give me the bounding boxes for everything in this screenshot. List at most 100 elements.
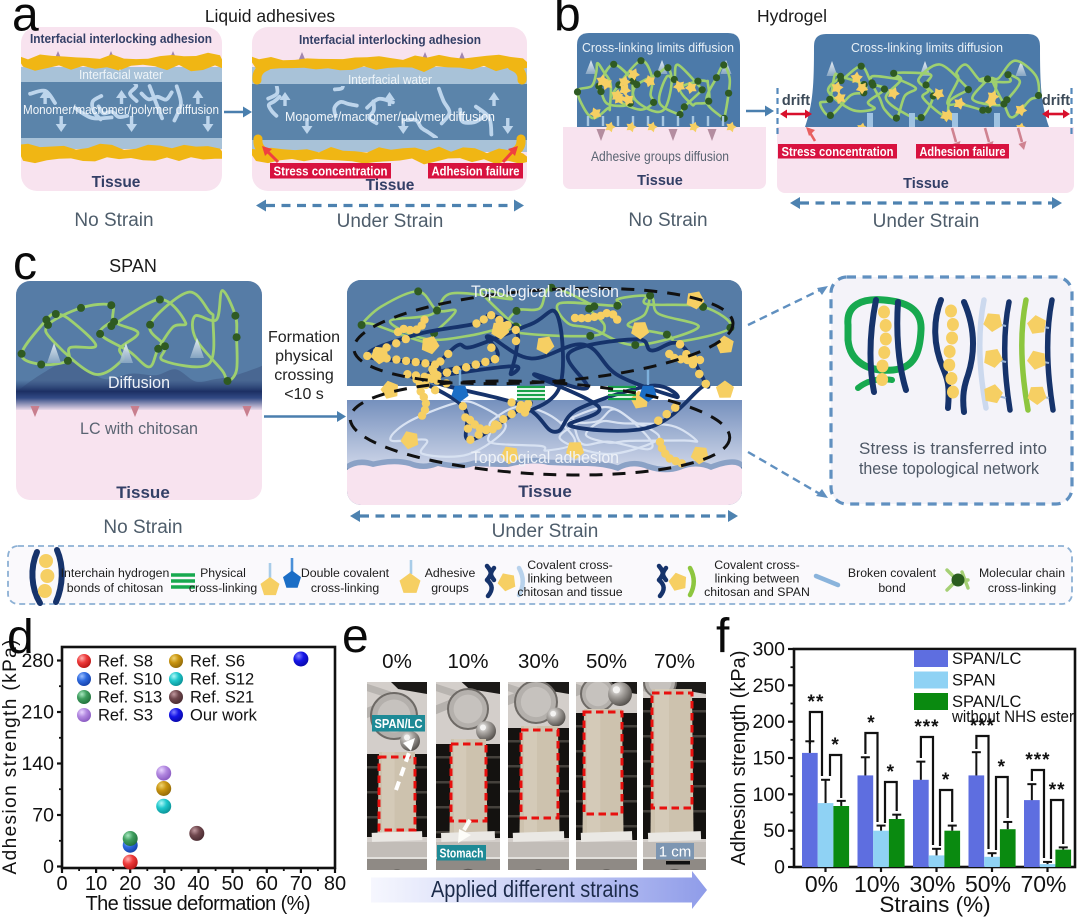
svg-text:0%: 0% bbox=[382, 650, 412, 673]
svg-text:Under Strain: Under Strain bbox=[337, 211, 444, 232]
svg-text:Stress concentration: Stress concentration bbox=[274, 164, 388, 179]
svg-text:Ref. S12: Ref. S12 bbox=[190, 671, 254, 689]
svg-text:10%: 10% bbox=[854, 871, 900, 897]
svg-text:Broken covalent: Broken covalent bbox=[848, 566, 937, 580]
svg-text:Topological adhesion: Topological adhesion bbox=[471, 283, 619, 301]
svg-text:Tissue: Tissue bbox=[116, 483, 170, 502]
svg-text:Covalent cross-: Covalent cross- bbox=[714, 558, 799, 572]
svg-text:Stress is transferred into: Stress is transferred into bbox=[859, 439, 1047, 458]
svg-text:Monomer/macromer/polymer diffu: Monomer/macromer/polymer diffusion bbox=[285, 109, 495, 124]
svg-text:SPAN: SPAN bbox=[109, 256, 157, 276]
svg-text:Cross-linking limits diffusion: Cross-linking limits diffusion bbox=[582, 40, 734, 55]
svg-text:No Strain: No Strain bbox=[628, 210, 707, 231]
svg-text:**: ** bbox=[808, 692, 825, 713]
svg-text:cross-linking: cross-linking bbox=[988, 581, 1056, 595]
svg-text:Interfacial interlocking adhes: Interfacial interlocking adhesion bbox=[299, 32, 481, 47]
svg-text:No Strain: No Strain bbox=[103, 517, 182, 538]
svg-text:*: * bbox=[998, 757, 1006, 778]
svg-text:300: 300 bbox=[752, 639, 785, 661]
svg-text:cross-linking: cross-linking bbox=[311, 581, 379, 595]
svg-text:The tissue deformation (%): The tissue deformation (%) bbox=[86, 893, 311, 915]
svg-text:Topological adhesion: Topological adhesion bbox=[471, 449, 619, 467]
svg-text:f: f bbox=[716, 610, 730, 663]
svg-text:10: 10 bbox=[85, 873, 107, 895]
svg-text:Covalent cross-: Covalent cross- bbox=[527, 558, 612, 572]
svg-text:Tissue: Tissue bbox=[637, 173, 683, 189]
svg-text:Tissue: Tissue bbox=[92, 174, 141, 191]
svg-text:***: *** bbox=[970, 716, 995, 737]
svg-text:chitosan and tissue: chitosan and tissue bbox=[517, 585, 622, 599]
svg-text:0: 0 bbox=[43, 856, 54, 878]
svg-text:Liquid adhesives: Liquid adhesives bbox=[205, 6, 336, 26]
svg-text:Interfacial water: Interfacial water bbox=[348, 72, 433, 87]
svg-text:Diffusion: Diffusion bbox=[108, 374, 170, 392]
svg-text:10%: 10% bbox=[447, 650, 488, 673]
svg-text:drift: drift bbox=[782, 93, 810, 109]
svg-text:250: 250 bbox=[752, 675, 785, 697]
svg-text:0%: 0% bbox=[805, 871, 838, 897]
svg-text:Adhesion failure: Adhesion failure bbox=[432, 164, 520, 179]
svg-text:30%: 30% bbox=[518, 650, 559, 673]
svg-text:No Strain: No Strain bbox=[74, 210, 153, 231]
svg-text:drift: drift bbox=[1042, 93, 1070, 109]
svg-text:Tissue: Tissue bbox=[903, 176, 949, 192]
svg-text:Adhesive: Adhesive bbox=[425, 566, 476, 580]
svg-text:140: 140 bbox=[21, 753, 54, 775]
svg-text:*: * bbox=[942, 770, 950, 791]
svg-text:d: d bbox=[7, 611, 34, 664]
svg-text:Hydrogel: Hydrogel bbox=[757, 6, 827, 26]
svg-text:150: 150 bbox=[752, 748, 785, 770]
svg-text:Ref. S8: Ref. S8 bbox=[98, 653, 153, 671]
svg-text:LC with chitosan: LC with chitosan bbox=[80, 419, 198, 438]
svg-text:b: b bbox=[554, 0, 581, 42]
svg-text:Interfacial interlocking adhes: Interfacial interlocking adhesion bbox=[30, 31, 212, 46]
svg-text:Interfacial water: Interfacial water bbox=[79, 67, 164, 82]
svg-text:physical: physical bbox=[275, 348, 333, 365]
svg-text:80: 80 bbox=[324, 873, 346, 895]
svg-text:100: 100 bbox=[752, 784, 785, 806]
svg-text:Ref. S13: Ref. S13 bbox=[98, 689, 162, 707]
svg-text:a: a bbox=[12, 0, 39, 42]
svg-text:**: ** bbox=[1049, 780, 1066, 801]
svg-text:bond: bond bbox=[878, 581, 906, 595]
svg-text:Under Strain: Under Strain bbox=[492, 521, 599, 542]
svg-text:bonds of chitosan: bonds of chitosan bbox=[67, 581, 164, 595]
svg-text:Ref. S3: Ref. S3 bbox=[98, 707, 153, 725]
svg-text:SPAN/LC: SPAN/LC bbox=[952, 650, 1021, 668]
svg-text:40: 40 bbox=[187, 873, 209, 895]
svg-text:SPAN/LC: SPAN/LC bbox=[375, 716, 424, 731]
svg-text:***: *** bbox=[914, 717, 939, 738]
svg-text:210: 210 bbox=[21, 702, 54, 724]
svg-text:70%: 70% bbox=[654, 650, 695, 673]
svg-text:SPAN: SPAN bbox=[952, 672, 996, 690]
svg-text:50%: 50% bbox=[965, 871, 1011, 897]
svg-text:20: 20 bbox=[119, 873, 141, 895]
svg-text:Adhesive groups diffusion: Adhesive groups diffusion bbox=[591, 148, 729, 164]
svg-text:Our work: Our work bbox=[190, 707, 258, 725]
svg-text:30%: 30% bbox=[909, 871, 955, 897]
svg-text:Double covalent: Double covalent bbox=[301, 566, 390, 580]
svg-text:*: * bbox=[887, 762, 895, 783]
svg-text:***: *** bbox=[1025, 750, 1050, 771]
svg-text:<10 s: <10 s bbox=[284, 386, 324, 403]
svg-text:60: 60 bbox=[256, 873, 278, 895]
svg-text:Adhesion strength (kPa): Adhesion strength (kPa) bbox=[728, 651, 750, 866]
svg-text:70%: 70% bbox=[1020, 871, 1066, 897]
svg-text:Cross-linking limits diffusion: Cross-linking limits diffusion bbox=[851, 40, 1003, 55]
svg-text:Molecular chain: Molecular chain bbox=[979, 566, 1065, 580]
svg-text:Interchain hydrogen: Interchain hydrogen bbox=[61, 566, 170, 580]
svg-text:0: 0 bbox=[774, 857, 785, 879]
svg-text:Adhesion failure: Adhesion failure bbox=[920, 144, 1006, 159]
svg-text:50: 50 bbox=[763, 820, 785, 842]
svg-text:Tissue: Tissue bbox=[366, 177, 415, 194]
svg-text:SPAN/LC: SPAN/LC bbox=[952, 693, 1021, 711]
svg-text:50: 50 bbox=[221, 873, 243, 895]
svg-text:groups: groups bbox=[431, 581, 469, 595]
svg-text:linking between: linking between bbox=[715, 572, 800, 586]
svg-text:1 cm: 1 cm bbox=[659, 844, 692, 861]
svg-text:30: 30 bbox=[153, 873, 175, 895]
svg-text:Applied different strains: Applied different strains bbox=[431, 876, 639, 902]
svg-text:Strains (%): Strains (%) bbox=[879, 892, 990, 917]
svg-text:Under Strain: Under Strain bbox=[873, 211, 980, 232]
svg-text:e: e bbox=[342, 610, 369, 663]
